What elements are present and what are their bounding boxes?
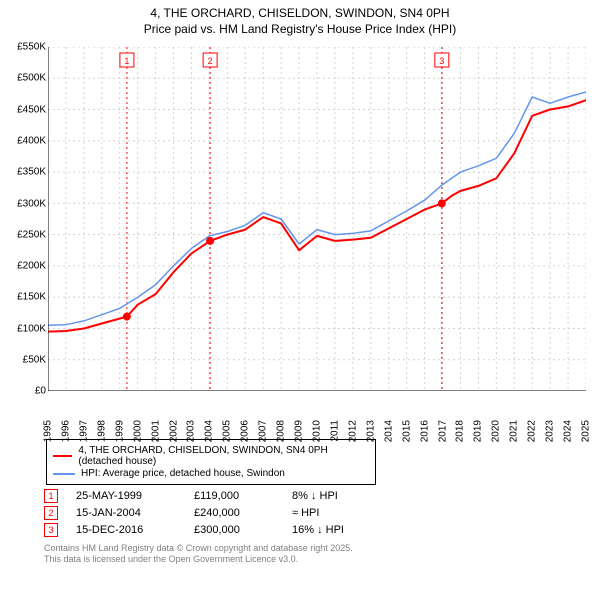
x-axis: 1995199619971998199920002001200220032004…: [48, 391, 586, 433]
y-tick: £550K: [10, 42, 46, 53]
x-tick: 2006: [240, 420, 251, 442]
footer: Contains HM Land Registry data © Crown c…: [44, 543, 590, 566]
y-tick: £50K: [10, 354, 46, 365]
x-tick: 2020: [491, 420, 502, 442]
y-tick: £350K: [10, 167, 46, 178]
plot-area: 1 2 3: [48, 47, 586, 391]
sale-delta: 16% ↓ HPI: [292, 524, 412, 536]
sale-marker-box: 2: [44, 506, 58, 520]
x-tick: 1999: [114, 420, 125, 442]
footer-line-1: Contains HM Land Registry data © Crown c…: [44, 543, 590, 554]
chart: £0 £50K £100K £150K £200K £250K £300K £350K £400…: [10, 43, 590, 433]
x-tick: 2024: [563, 420, 574, 442]
sale-marker-box: 1: [44, 489, 58, 503]
sale-delta: ≈ HPI: [292, 507, 412, 519]
sale-date: 25-MAY-1999: [76, 490, 176, 502]
sale-price: £300,000: [194, 524, 274, 536]
x-tick: 1995: [43, 420, 54, 442]
x-tick: 2019: [473, 420, 484, 442]
x-tick: 2023: [545, 420, 556, 442]
legend: 4, THE ORCHARD, CHISELDON, SWINDON, SN4 …: [46, 439, 376, 485]
x-tick: 2003: [186, 420, 197, 442]
svg-text:3: 3: [439, 56, 444, 66]
plot-svg: 1 2 3: [48, 47, 586, 391]
x-tick: 1997: [78, 420, 89, 442]
x-tick: 1998: [96, 420, 107, 442]
x-tick: 2011: [329, 420, 340, 442]
x-tick: 2009: [294, 420, 305, 442]
legend-swatch: [53, 455, 72, 457]
x-tick: 2015: [401, 420, 412, 442]
sale-date: 15-JAN-2004: [76, 507, 176, 519]
x-tick: 2017: [437, 420, 448, 442]
sale-price: £240,000: [194, 507, 274, 519]
sales-table: 1 25-MAY-1999 £119,000 8% ↓ HPI 2 15-JAN-2004…: [44, 489, 590, 537]
y-tick: £400K: [10, 136, 46, 147]
chart-title-block: 4, THE ORCHARD, CHISELDON, SWINDON, SN4 …: [0, 0, 600, 39]
sale-date: 15-DEC-2016: [76, 524, 176, 536]
x-tick: 2022: [527, 420, 538, 442]
y-tick: £300K: [10, 198, 46, 209]
x-tick: 1996: [60, 420, 71, 442]
x-tick: 2025: [581, 420, 592, 442]
svg-text:1: 1: [124, 56, 129, 66]
x-tick: 2000: [132, 420, 143, 442]
y-tick: £250K: [10, 229, 46, 240]
y-tick: £200K: [10, 261, 46, 272]
title-line-1: 4, THE ORCHARD, CHISELDON, SWINDON, SN4 …: [4, 6, 596, 22]
x-tick: 2007: [258, 420, 269, 442]
title-line-2: Price paid vs. HM Land Registry's House …: [4, 22, 596, 38]
legend-row: HPI: Average price, detached house, Swin…: [53, 468, 369, 479]
x-tick: 2005: [222, 420, 233, 442]
sales-row: 1 25-MAY-1999 £119,000 8% ↓ HPI: [44, 489, 590, 503]
y-tick: £150K: [10, 292, 46, 303]
y-tick: £100K: [10, 323, 46, 334]
legend-label: HPI: Average price, detached house, Swin…: [81, 468, 285, 479]
x-tick: 2014: [383, 420, 394, 442]
x-tick: 2021: [509, 420, 520, 442]
sale-delta: 8% ↓ HPI: [292, 490, 412, 502]
x-tick: 2002: [168, 420, 179, 442]
x-tick: 2013: [365, 420, 376, 442]
x-tick: 2008: [276, 420, 287, 442]
x-tick: 2012: [347, 420, 358, 442]
legend-row: 4, THE ORCHARD, CHISELDON, SWINDON, SN4 …: [53, 445, 369, 467]
x-tick: 2018: [455, 420, 466, 442]
y-tick: £500K: [10, 73, 46, 84]
sales-row: 3 15-DEC-2016 £300,000 16% ↓ HPI: [44, 523, 590, 537]
y-tick: £0: [10, 386, 46, 397]
y-tick: £450K: [10, 104, 46, 115]
x-tick: 2016: [419, 420, 430, 442]
legend-label: 4, THE ORCHARD, CHISELDON, SWINDON, SN4 …: [78, 445, 369, 467]
x-tick: 2001: [150, 420, 161, 442]
legend-swatch: [53, 473, 75, 475]
sale-price: £119,000: [194, 490, 274, 502]
sales-row: 2 15-JAN-2004 £240,000 ≈ HPI: [44, 506, 590, 520]
footer-line-2: This data is licensed under the Open Gov…: [44, 554, 590, 565]
x-tick: 2010: [312, 420, 323, 442]
svg-text:2: 2: [208, 56, 213, 66]
x-tick: 2004: [204, 420, 215, 442]
y-axis: £0£50K£100K£150K£200K£250K£300K£350K£400…: [10, 47, 48, 391]
sale-marker-box: 3: [44, 523, 58, 537]
